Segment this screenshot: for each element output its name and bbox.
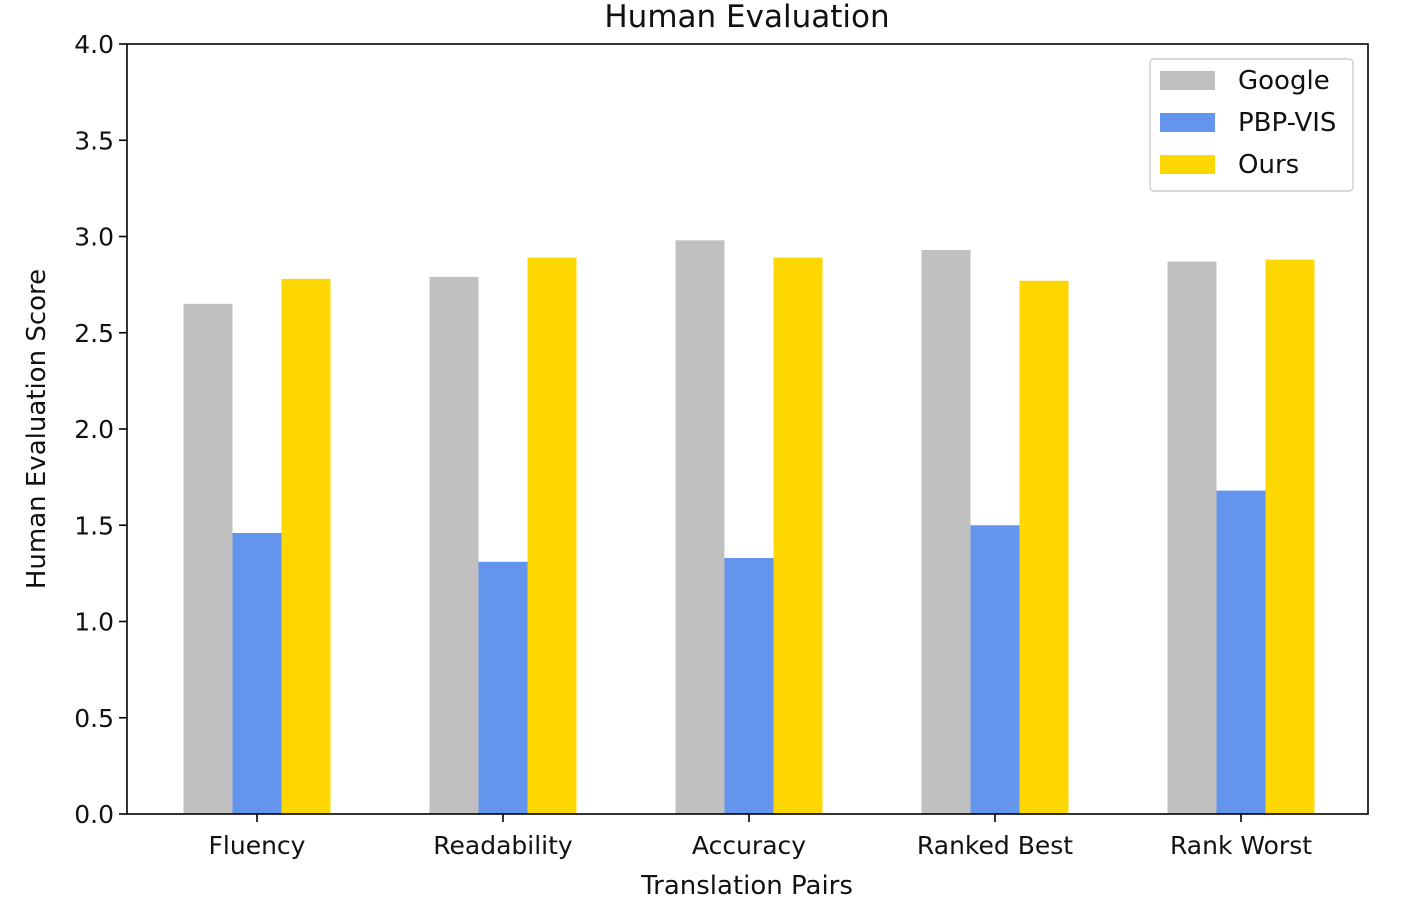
bar-ours-fluency (281, 278, 331, 815)
bar-google-fluency (183, 303, 233, 814)
bar-ours-rank-worst (1265, 259, 1315, 815)
bar-pbp-vis-fluency (232, 532, 282, 814)
x-tick-label-rank-worst: Rank Worst (1170, 831, 1312, 860)
legend-swatch-pbp-vis (1160, 113, 1215, 132)
y-tick-label: 0.0 (74, 800, 114, 829)
bar-pbp-vis-readability (478, 561, 528, 814)
x-tick-label-ranked-best: Ranked Best (917, 831, 1073, 860)
bar-google-rank-worst (1167, 261, 1217, 814)
x-tick-label-accuracy: Accuracy (692, 831, 806, 860)
bar-ours-ranked-best (1019, 280, 1069, 814)
legend-swatch-google (1160, 71, 1215, 90)
legend-swatch-ours (1160, 155, 1215, 174)
legend: Google PBP-VIS Ours (1149, 58, 1354, 192)
y-tick-label: 1.5 (74, 511, 114, 540)
bar-ours-readability (527, 257, 577, 814)
y-tick-label: 3.0 (74, 223, 114, 252)
bar-google-ranked-best (921, 249, 971, 815)
legend-label-ours: Ours (1238, 150, 1299, 180)
bar-pbp-vis-rank-worst (1216, 490, 1266, 814)
bar-pbp-vis-accuracy (724, 557, 774, 814)
x-tick-label-readability: Readability (433, 831, 573, 860)
bar-ours-accuracy (773, 257, 823, 814)
y-axis-title: Human Evaluation Score (22, 269, 52, 589)
y-tick-label: 2.5 (74, 319, 114, 348)
x-axis-title: Translation Pairs (640, 871, 853, 901)
plot-frame (126, 43, 1369, 815)
y-tick-label: 3.5 (74, 126, 114, 155)
bar-pbp-vis-ranked-best (970, 525, 1020, 814)
y-tick-label: 1.0 (74, 608, 114, 637)
legend-label-google: Google (1238, 66, 1330, 96)
y-tick-label: 0.5 (74, 704, 114, 733)
x-axis: Fluency Readability Accuracy Ranked Best Ran… (209, 814, 1312, 860)
y-tick-label: 2.0 (74, 415, 114, 444)
x-tick-label-fluency: Fluency (209, 831, 306, 860)
bar-google-accuracy (675, 240, 725, 815)
legend-label-pbp-vis: PBP-VIS (1238, 108, 1336, 138)
chart-title: Human Evaluation (604, 0, 889, 35)
y-axis: 0.0 0.5 1.0 1.5 2.0 2.5 3.0 3.5 4.0 (74, 30, 127, 829)
y-tick-label: 4.0 (74, 30, 114, 59)
bar-google-readability (429, 276, 479, 814)
bars (183, 240, 1315, 815)
